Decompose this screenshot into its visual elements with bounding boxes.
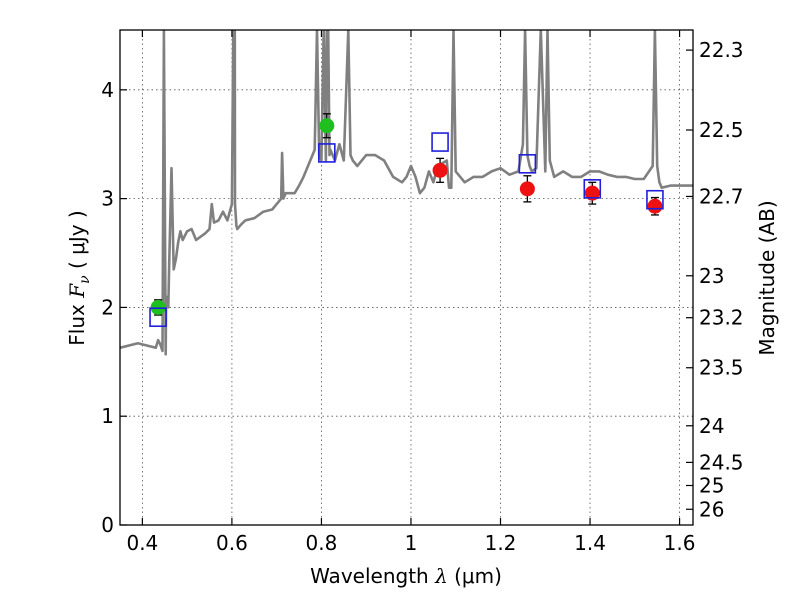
data-point — [647, 198, 663, 214]
x-tick-label: 0.4 — [126, 531, 158, 555]
data-point — [519, 181, 535, 197]
model-square — [149, 307, 167, 328]
data-point — [319, 118, 335, 134]
model-square — [431, 132, 449, 152]
y-axis-title-left: Flux Fν ( μJy ) — [65, 210, 93, 345]
right-tick-label: 22.3 — [699, 38, 744, 62]
right-tick-label: 24 — [699, 414, 724, 438]
tick-layer: 0.4 0.6 0.8 1 1.2 1.4 1.60123422.322.522.72323… — [101, 30, 744, 555]
data-point — [584, 185, 600, 201]
x-tick-label: 0.6 — [216, 531, 248, 555]
x-tick-label: 1 — [405, 531, 418, 555]
y-axis-title-right: Magnitude (AB) — [755, 200, 779, 355]
y-tick-label: 2 — [101, 295, 114, 319]
model-square — [583, 179, 602, 199]
grid-layer — [120, 30, 693, 526]
right-tick-label: 22.7 — [699, 184, 744, 208]
model-square — [318, 143, 336, 163]
right-tick-label: 23.2 — [699, 306, 744, 330]
x-tick-label: 0.8 — [306, 531, 338, 555]
y-tick-label: 0 — [101, 513, 114, 537]
right-tick-label: 22.5 — [699, 118, 744, 142]
right-tick-label: 25 — [699, 474, 724, 498]
y-tick-label: 1 — [101, 404, 114, 428]
points-layer — [149, 113, 664, 328]
plot-frame — [119, 29, 694, 526]
right-tick-label: 24.5 — [699, 450, 744, 474]
x-tick-label: 1.4 — [574, 531, 606, 555]
x-tick-label: 1.6 — [664, 531, 696, 555]
right-tick-label: 23 — [699, 264, 724, 288]
y-tick-label: 3 — [101, 187, 114, 211]
y-tick-label: 4 — [101, 78, 114, 102]
spectrum-layer — [120, 30, 693, 356]
right-tick-label: 26 — [699, 497, 724, 521]
right-tick-label: 23.5 — [699, 356, 744, 380]
spectrum-line — [120, 30, 693, 356]
model-square — [646, 189, 664, 210]
x-tick-label: 1.2 — [485, 531, 517, 555]
data-point — [432, 162, 448, 178]
x-axis-title: Wavelength λ (μm) — [310, 564, 502, 588]
model-square — [518, 154, 537, 174]
